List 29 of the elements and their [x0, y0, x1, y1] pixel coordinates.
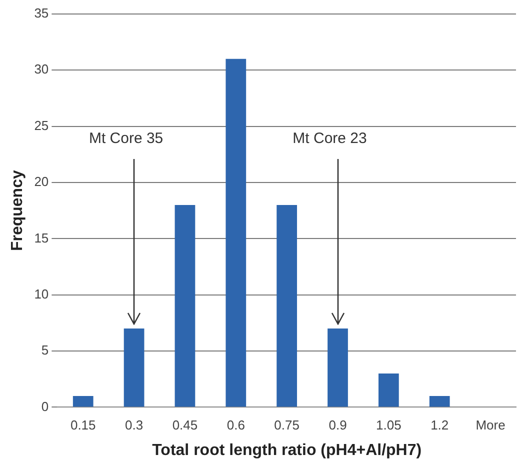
bar — [226, 58, 246, 407]
x-tick-label: 0.9 — [328, 418, 347, 433]
bar — [124, 328, 144, 407]
x-tick-label: 0.15 — [70, 418, 96, 433]
y-tick-label: 0 — [41, 398, 49, 414]
bar — [72, 396, 94, 407]
x-tick-label: 0.3 — [125, 418, 144, 433]
x-tick-label: 1.2 — [430, 418, 449, 433]
x-tick-label: More — [476, 418, 506, 433]
annotation: Mt Core 23 — [292, 130, 367, 148]
y-tick-label: 15 — [34, 230, 49, 246]
x-tick-label: 0.75 — [274, 418, 300, 433]
y-tick-label: 10 — [34, 286, 49, 302]
bar — [174, 204, 196, 407]
y-tick-label: 5 — [41, 342, 49, 358]
x-axis-title: Total root length ratio (pH4+Al/pH7) — [152, 442, 422, 459]
x-tick-label: 0.45 — [172, 418, 198, 433]
x-tick-label: 0.6 — [226, 418, 245, 433]
annotation: Mt Core 35 — [88, 130, 164, 148]
x-tick-label: 1.05 — [376, 418, 402, 433]
y-tick-label: 25 — [34, 118, 49, 133]
y-tick-label: 20 — [34, 174, 49, 190]
bar — [378, 373, 399, 407]
bar — [328, 328, 348, 407]
bar — [429, 396, 450, 407]
y-axis-title: Frequency — [9, 170, 26, 252]
y-tick-label: 35 — [34, 6, 49, 21]
bar — [276, 204, 298, 407]
y-tick-label: 30 — [34, 62, 49, 77]
